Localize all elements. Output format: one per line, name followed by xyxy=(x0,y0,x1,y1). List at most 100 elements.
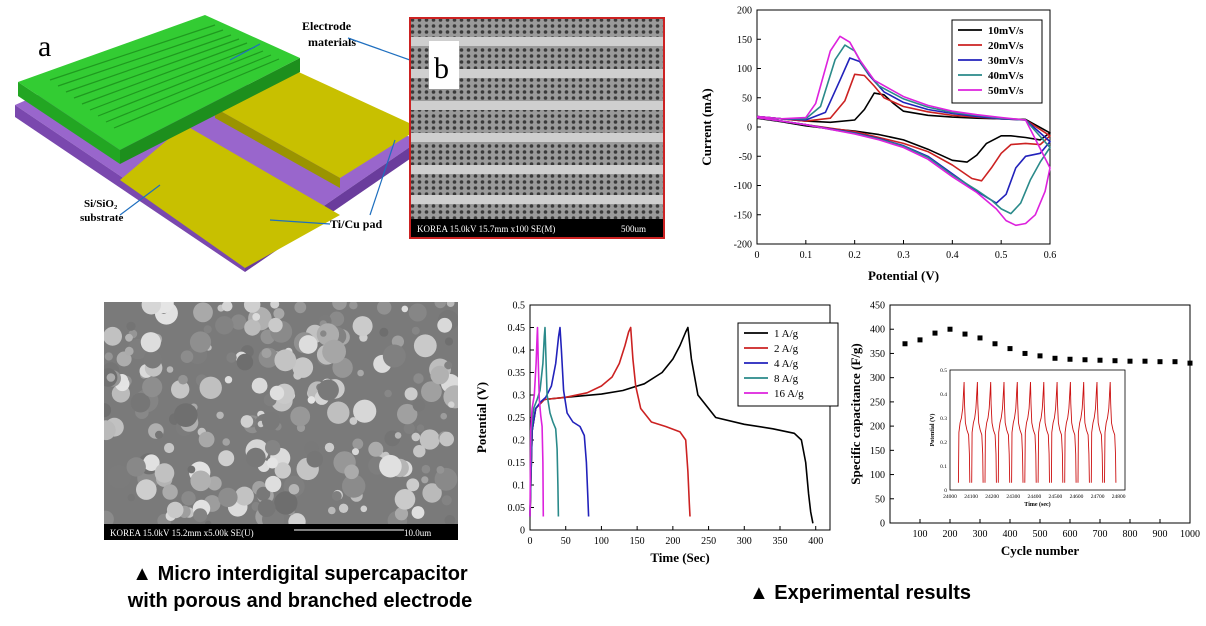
inset-x-tick-label: 24300 xyxy=(1006,494,1020,500)
sem-c-particle xyxy=(421,381,442,402)
sem-c-particle xyxy=(216,411,224,419)
sem-c-particle xyxy=(207,476,222,491)
sem-c-particle xyxy=(245,447,266,468)
x-tick-label: 400 xyxy=(808,536,823,547)
sem-c-particle xyxy=(436,466,445,474)
sem-c-particle xyxy=(331,491,342,501)
panel-b-letter: b xyxy=(434,52,449,85)
sem-c-particle xyxy=(181,491,196,506)
x-tick-label: 0 xyxy=(528,536,533,547)
sem-c-particle xyxy=(261,348,272,359)
sem-c-particle xyxy=(413,445,426,458)
x-tick-label: 300 xyxy=(737,536,752,547)
y-tick-label: 0.35 xyxy=(508,368,526,379)
sem-c-particle xyxy=(162,484,178,500)
legend-label: 10mV/s xyxy=(988,25,1024,37)
data-point xyxy=(917,337,923,343)
sem-c-particle xyxy=(166,366,174,373)
sem-c-particle xyxy=(397,403,418,425)
sem-c-particle xyxy=(270,302,280,309)
sem-c-particle xyxy=(236,353,254,371)
sem-c-particle xyxy=(434,302,447,309)
sem-c-particle xyxy=(412,399,426,412)
sem-c-particle xyxy=(106,373,116,382)
sem-c-particle xyxy=(252,313,261,321)
sem-c-particle xyxy=(166,501,184,519)
y-tick-label: 400 xyxy=(870,325,885,336)
sem-c-particle xyxy=(274,491,298,515)
x-tick-label: 0.6 xyxy=(1044,250,1057,261)
sem-c-particle xyxy=(104,510,114,528)
sem-c-particle xyxy=(342,474,366,498)
x-axis-label: Time (Sec) xyxy=(650,550,709,565)
callout-substrate-line xyxy=(119,184,161,216)
sem-c-particle xyxy=(288,484,300,495)
inset-y-tick-label: 0.3 xyxy=(940,416,947,422)
sem-c-particle xyxy=(352,448,359,456)
data-point xyxy=(1007,346,1013,352)
data-point xyxy=(947,326,953,332)
sem-c-particle xyxy=(406,478,420,492)
x-tick-label: 150 xyxy=(630,536,645,547)
sem-c-particle xyxy=(226,352,237,363)
sem-c-particle xyxy=(306,450,324,468)
sem-c-particle xyxy=(408,303,427,322)
sem-c-infobar xyxy=(104,524,458,540)
sem-c-particle xyxy=(141,302,161,315)
sem-c-particle xyxy=(187,465,196,474)
sem-c-particle xyxy=(444,361,453,370)
sem-c-particle xyxy=(215,316,234,335)
sem-c-particle xyxy=(307,396,316,404)
sem-c-particle xyxy=(189,331,212,353)
callout-pad-line xyxy=(269,219,331,225)
pad-back xyxy=(215,68,410,178)
y-tick-label: 450 xyxy=(870,301,885,312)
cycle-chart: 100 200 300 400 500 600 700 800 900 1000 0 50 100 150… xyxy=(848,301,1200,559)
sem-c-particle xyxy=(251,377,268,394)
label-electrode-1: Electrode xyxy=(302,19,352,33)
sem-c-particle xyxy=(274,462,291,479)
sem-c-particle xyxy=(244,302,261,313)
y-tick-label: 0 xyxy=(747,123,752,134)
x-tick-label: 500 xyxy=(1033,529,1048,540)
electrode-side xyxy=(120,58,300,164)
inset-cycle-line xyxy=(997,381,1011,483)
sem-c-particle xyxy=(421,476,429,484)
label-pad: Ti/Cu pad xyxy=(330,217,382,231)
x-tick-label: 1000 xyxy=(1180,529,1200,540)
y-tick-label: 0.15 xyxy=(508,458,526,469)
sem-c-particle xyxy=(368,441,384,457)
sem-c-particle xyxy=(136,479,157,500)
sem-c-particle xyxy=(394,489,416,510)
sem-c-particle xyxy=(322,339,346,364)
sem-c-particle xyxy=(224,376,233,384)
sem-c-particle xyxy=(444,515,456,526)
x-tick-label: 350 xyxy=(773,536,788,547)
x-tick-label: 900 xyxy=(1153,529,1168,540)
series-line-50mV-s xyxy=(756,35,1051,227)
sem-c-particle xyxy=(143,454,160,471)
sem-c-particle xyxy=(104,352,113,361)
y-tick-label: 0.4 xyxy=(513,346,526,357)
sem-c-particle xyxy=(328,506,336,515)
inset-cycle-line xyxy=(1050,381,1064,483)
sem-c-particle xyxy=(379,454,402,478)
data-point xyxy=(1142,358,1148,364)
sem-c-particle xyxy=(352,316,373,337)
sem-c-particle xyxy=(126,321,136,331)
inset-y-axis-label: Potential (V) xyxy=(929,414,936,447)
y-tick-label: 200 xyxy=(870,422,885,433)
sem-c-particle xyxy=(193,508,208,523)
y-tick-label: 0 xyxy=(880,519,885,530)
electrode-front xyxy=(18,82,120,164)
sem-c-particle xyxy=(190,470,211,492)
pad-front xyxy=(120,125,340,268)
inset-cycle-line xyxy=(1104,381,1117,483)
sem-c-particle xyxy=(230,314,247,330)
y-tick-label: 0.25 xyxy=(508,413,526,424)
sem-c-particle xyxy=(377,302,392,315)
sem-c-particle xyxy=(441,495,452,506)
sem-c-particle xyxy=(382,344,406,368)
sem-c-particle xyxy=(203,325,212,334)
inset-cycle-line xyxy=(1037,381,1050,483)
